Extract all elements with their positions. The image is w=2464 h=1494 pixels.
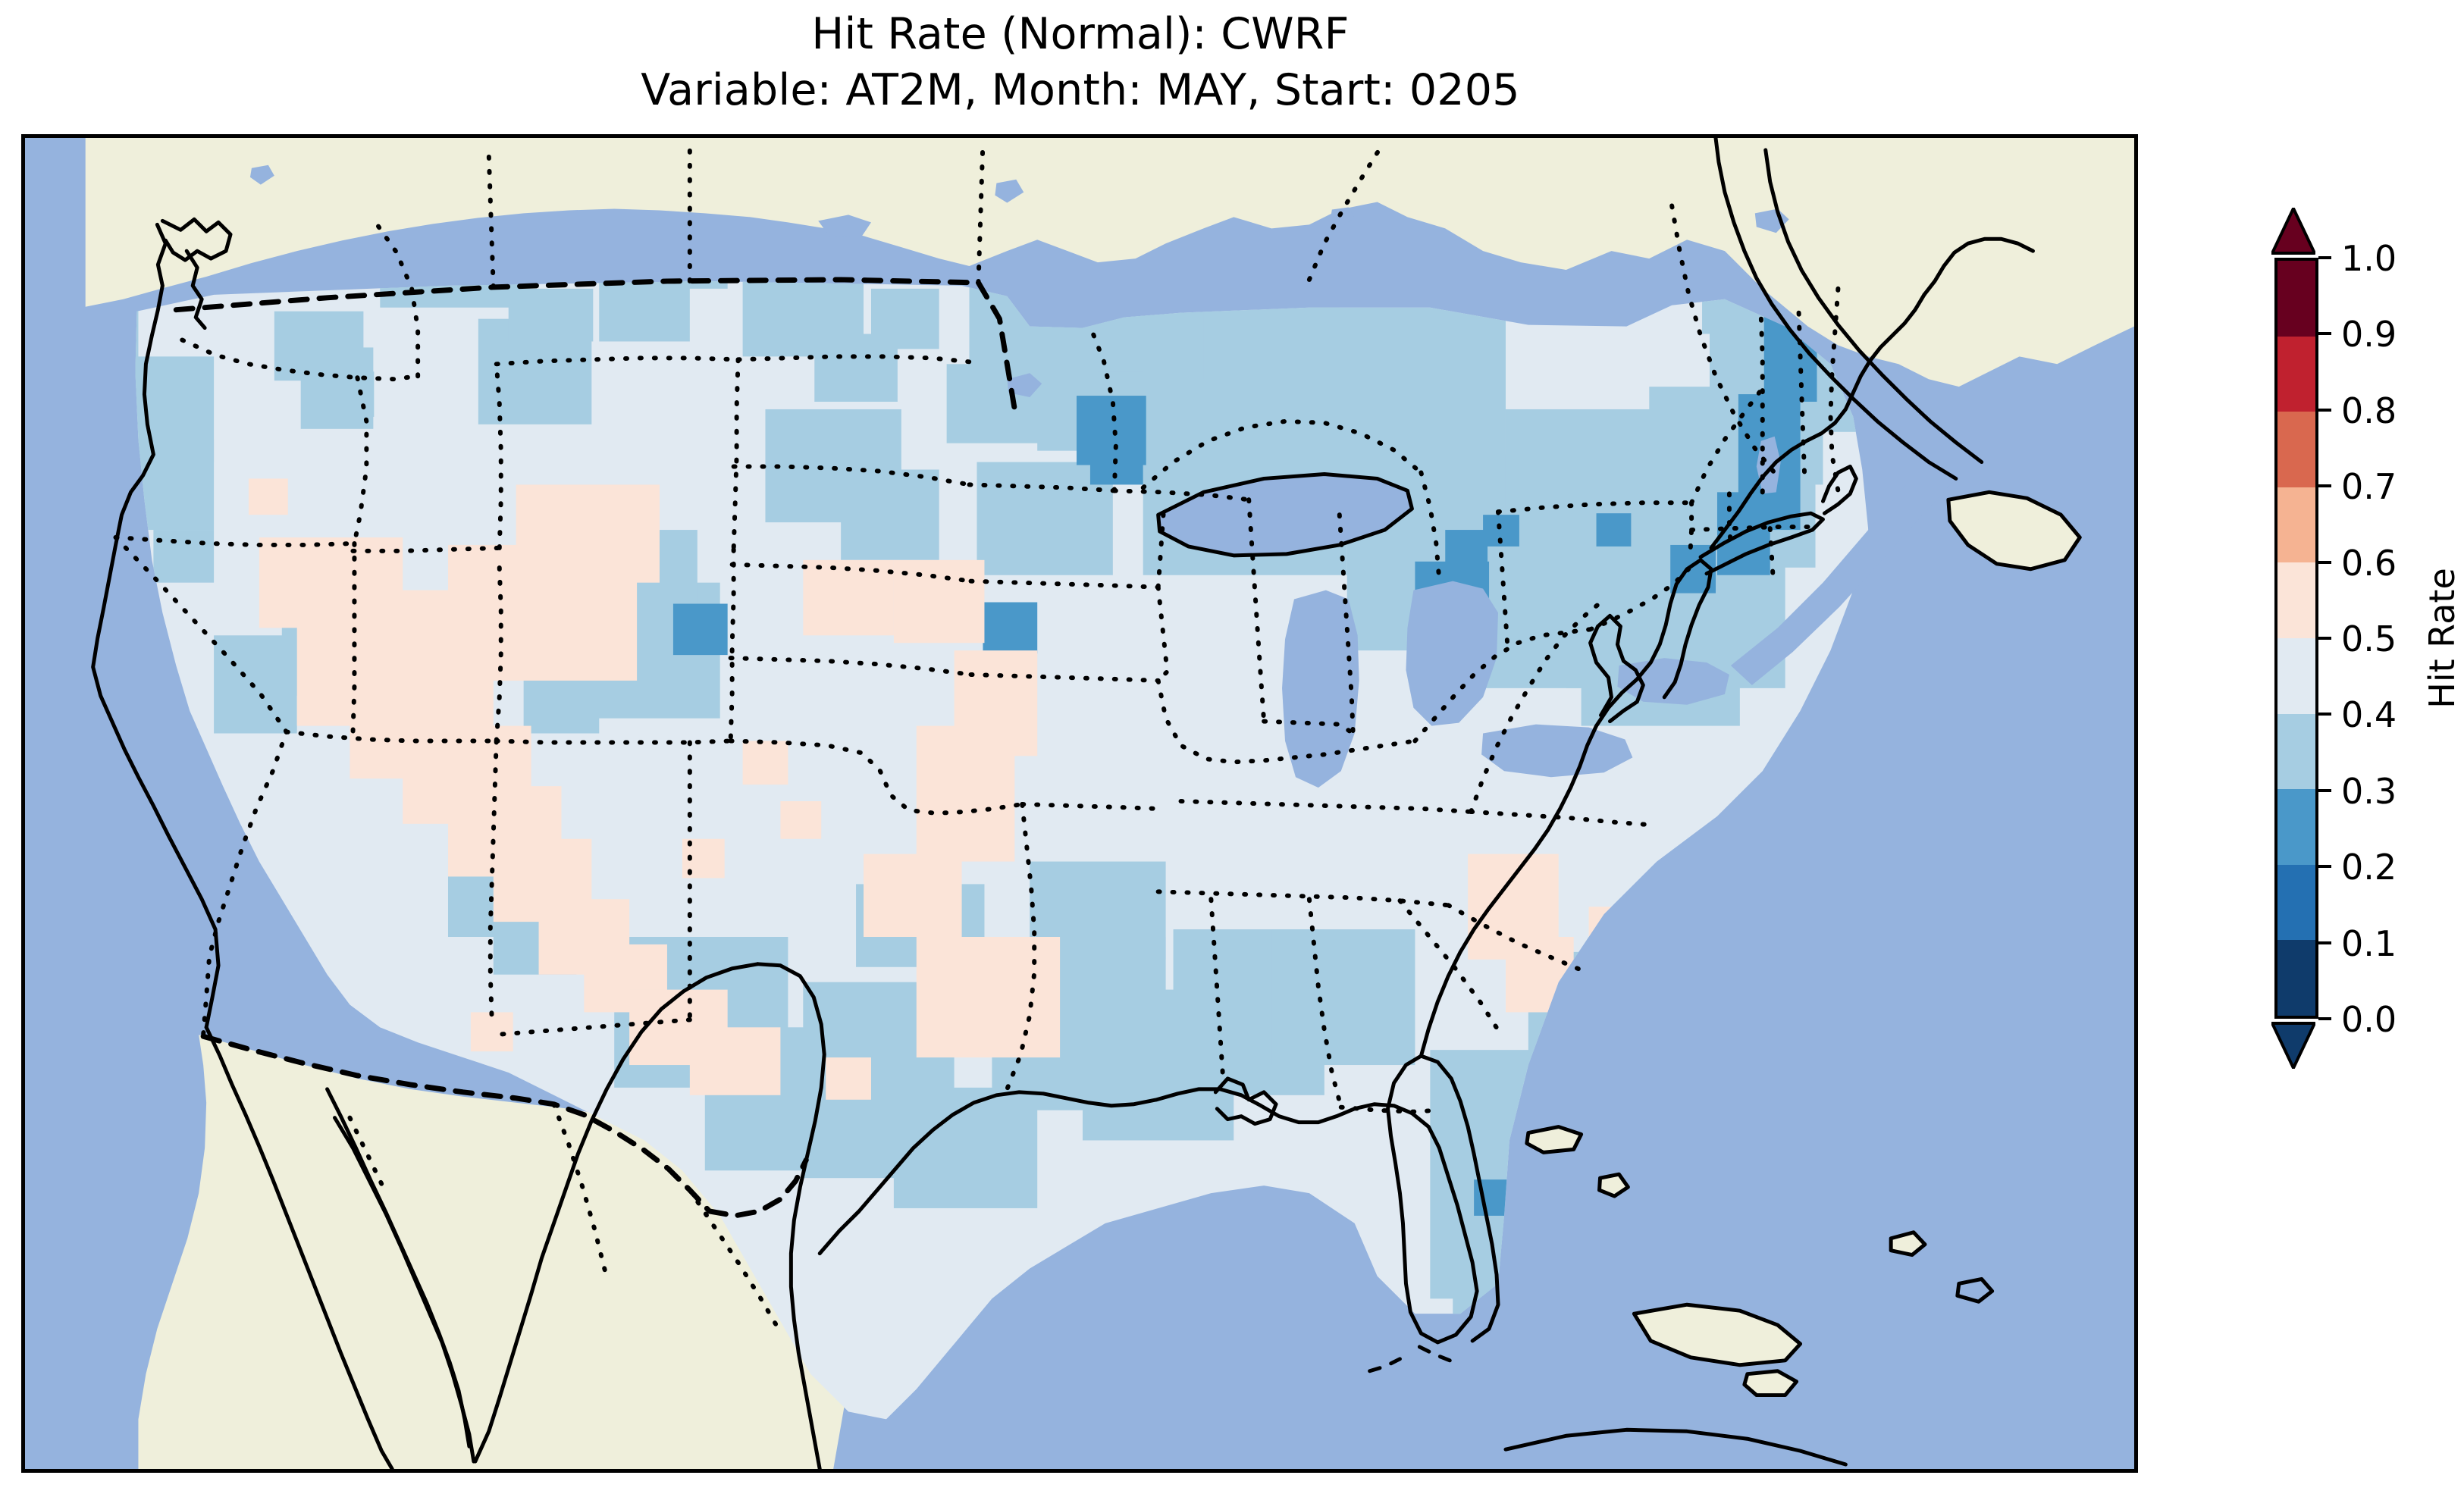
great-lakes [1007, 373, 1956, 788]
colorbar-extend-top-arrow [2271, 208, 2315, 255]
tick-mark [2318, 332, 2331, 336]
tick-label: 0.4 [2341, 694, 2397, 736]
tick-mark [2318, 256, 2331, 259]
colorbar-extend-bottom-arrow [2271, 1022, 2315, 1069]
tick-mark [2318, 637, 2331, 640]
tick-mark [2318, 788, 2331, 792]
tick-label: 1.0 [2341, 238, 2397, 279]
tick-label: 0.1 [2341, 922, 2397, 964]
tick-label: 0.9 [2341, 314, 2397, 355]
colorbar-band-0.7-0.8 [2277, 412, 2315, 487]
colorbar[interactable]: 1.0 0.9 0.8 0.7 0.6 0.5 0.4 0.3 [2271, 208, 2397, 1069]
colorbar-band-0.0-0.1 [2277, 940, 2315, 1016]
tick-label: 0.2 [2341, 847, 2397, 888]
tick-mark [2318, 941, 2331, 944]
coastlines [91, 138, 2082, 1469]
page-title: Hit Rate (Normal): CWRF Variable: AT2M, … [641, 9, 1520, 116]
colorbar-axis-label-text: Hit Rate [2422, 568, 2463, 709]
tick-mark [2318, 408, 2331, 412]
colorbar-band-0.5-0.6 [2277, 562, 2315, 638]
tick-mark [2318, 1017, 2331, 1020]
national-borders [173, 277, 1017, 1219]
tick-mark [2318, 484, 2331, 488]
tick-mark [2318, 865, 2331, 869]
colorbar-axis-label: Hit Rate [2415, 258, 2464, 1019]
colorbar-band-0.9-1.0 [2277, 261, 2315, 337]
colorbar-band-0.6-0.7 [2277, 487, 2315, 563]
state-borders [113, 138, 1841, 1337]
colorbar-ticks: 1.0 0.9 0.8 0.7 0.6 0.5 0.4 0.3 [2318, 241, 2464, 1037]
tick-label: 0.0 [2341, 999, 2397, 1040]
colorbar-band-0.1-0.2 [2277, 864, 2315, 941]
tick-label: 0.7 [2341, 466, 2397, 508]
colorbar-band-0.8-0.9 [2277, 336, 2315, 412]
tick-label: 0.6 [2341, 542, 2397, 584]
tick-label: 0.3 [2341, 770, 2397, 812]
colorbar-band-0.2-0.3 [2277, 789, 2315, 865]
colorbar-band-0.3-0.4 [2277, 713, 2315, 790]
map-canvas: .c45{fill:#e1eaf2} /* 0.4 - 0.5 */ .c35{… [25, 138, 2134, 1469]
tick-mark [2318, 560, 2331, 564]
map-svg: .c45{fill:#e1eaf2} /* 0.4 - 0.5 */ .c35{… [25, 138, 2134, 1469]
tick-mark [2318, 713, 2331, 716]
colorbar-gradient [2274, 258, 2318, 1019]
colorbar-band-0.4-0.5 [2277, 637, 2315, 714]
tick-label: 0.5 [2341, 619, 2397, 659]
tick-label: 0.8 [2341, 390, 2397, 431]
map-axes[interactable]: .c45{fill:#e1eaf2} /* 0.4 - 0.5 */ .c35{… [21, 134, 2138, 1473]
